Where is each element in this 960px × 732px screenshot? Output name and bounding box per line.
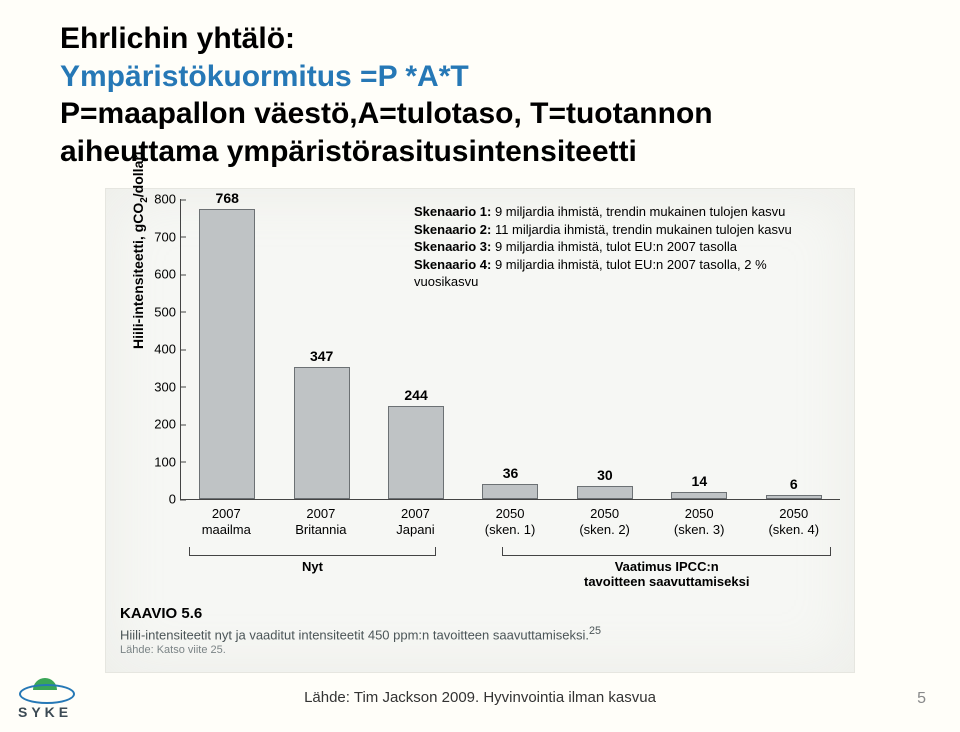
- bracket-line-left: [189, 547, 436, 556]
- chart-figure: Hiili-intensiteetti, gCO2/dollari 010020…: [105, 188, 855, 673]
- bar-column: 244: [380, 387, 452, 500]
- bar-column: 6: [758, 476, 830, 499]
- x-category: 2050(sken. 1): [474, 506, 547, 539]
- bar: [294, 367, 350, 499]
- y-tick: 300: [146, 379, 176, 394]
- bracket-spacer: [457, 547, 482, 589]
- bar-value-label: 6: [790, 476, 798, 492]
- x-category: 2050(sken. 3): [663, 506, 736, 539]
- bar-value-label: 30: [597, 467, 613, 483]
- bar-column: 36: [474, 465, 546, 500]
- yaxis-label-suffix: /dollari: [130, 151, 146, 197]
- bar-column: 347: [285, 348, 357, 499]
- syke-logo: SYKE: [18, 674, 72, 720]
- logo-mark: [19, 674, 71, 702]
- logo-oval-icon: [19, 684, 75, 704]
- slide-source-line: Lähde: Tim Jackson 2009. Hyvinvointia il…: [0, 689, 960, 706]
- x-category: 2007Britannia: [285, 506, 358, 539]
- y-tick: 800: [146, 192, 176, 207]
- slide-title: Ehrlichin yhtälö: Ympäristökuormitus =P …: [60, 20, 900, 170]
- figure-number: KAAVIO 5.6: [120, 605, 840, 622]
- x-category: 2050(sken. 2): [568, 506, 641, 539]
- bracket-label-right: Vaatimus IPCC:n tavoitteen saavuttamisek…: [584, 559, 749, 589]
- caption-source: Lähde: Katso viite 25.: [120, 643, 840, 658]
- x-category: 2007maailma: [190, 506, 263, 539]
- bar: [577, 486, 633, 499]
- caption-sup: 25: [589, 625, 601, 637]
- slide-number: 5: [917, 690, 926, 708]
- chart-inner: Hiili-intensiteetti, gCO2/dollari 010020…: [120, 199, 840, 658]
- y-tick: 400: [146, 342, 176, 357]
- bracket-right-a: Vaatimus IPCC:n: [615, 559, 719, 574]
- chart-plot-area: 7683472443630146: [180, 199, 840, 500]
- bar-column: 30: [569, 467, 641, 499]
- logo-text: SYKE: [18, 704, 72, 720]
- y-tick: 0: [146, 492, 176, 507]
- y-ticks: 0100200300400500600700800: [120, 199, 180, 499]
- bar-column: 768: [191, 190, 263, 499]
- caption-main: Hiili-intensiteetit nyt ja vaaditut inte…: [120, 627, 589, 642]
- x-category: 2007Japani: [379, 506, 452, 539]
- title-line3a: P=maapallon väestö,A=tulotaso, T=tuotann…: [60, 97, 713, 130]
- x-category: 2050(sken. 4): [757, 506, 830, 539]
- bar: [199, 209, 255, 499]
- bracket-left-group: Nyt: [190, 547, 435, 589]
- y-tick: 600: [146, 267, 176, 282]
- figure-caption: Hiili-intensiteetit nyt ja vaaditut inte…: [120, 624, 840, 659]
- title-line1: Ehrlichin yhtälö:: [60, 22, 295, 55]
- x-axis-categories: 2007maailma 2007Britannia 2007Japani 2050(s…: [180, 506, 840, 539]
- bar-column: 14: [663, 473, 735, 499]
- bracket-right-group: Vaatimus IPCC:n tavoitteen saavuttamisek…: [503, 547, 830, 589]
- bracket-line-right: [502, 547, 831, 556]
- y-tick: 100: [146, 454, 176, 469]
- bar-value-label: 36: [503, 465, 519, 481]
- bracket-row: Nyt Vaatimus IPCC:n tavoitteen saavuttam…: [180, 547, 840, 589]
- bar: [671, 492, 727, 499]
- y-tick: 500: [146, 304, 176, 319]
- bar-value-label: 768: [216, 190, 239, 206]
- bar-value-label: 244: [404, 387, 427, 403]
- bar-value-label: 14: [692, 473, 708, 489]
- bar-value-label: 347: [310, 348, 333, 364]
- slide-content: Ehrlichin yhtälö: Ympäristökuormitus =P …: [0, 0, 960, 673]
- bar: [482, 484, 538, 500]
- y-tick: 200: [146, 417, 176, 432]
- bracket-label-left: Nyt: [302, 559, 323, 574]
- bracket-right-b: tavoitteen saavuttamiseksi: [584, 574, 749, 589]
- y-tick: 700: [146, 229, 176, 244]
- bar: [766, 495, 822, 499]
- title-line2-blue: Ympäristökuormitus =P *A*T: [60, 60, 469, 93]
- bar: [388, 406, 444, 500]
